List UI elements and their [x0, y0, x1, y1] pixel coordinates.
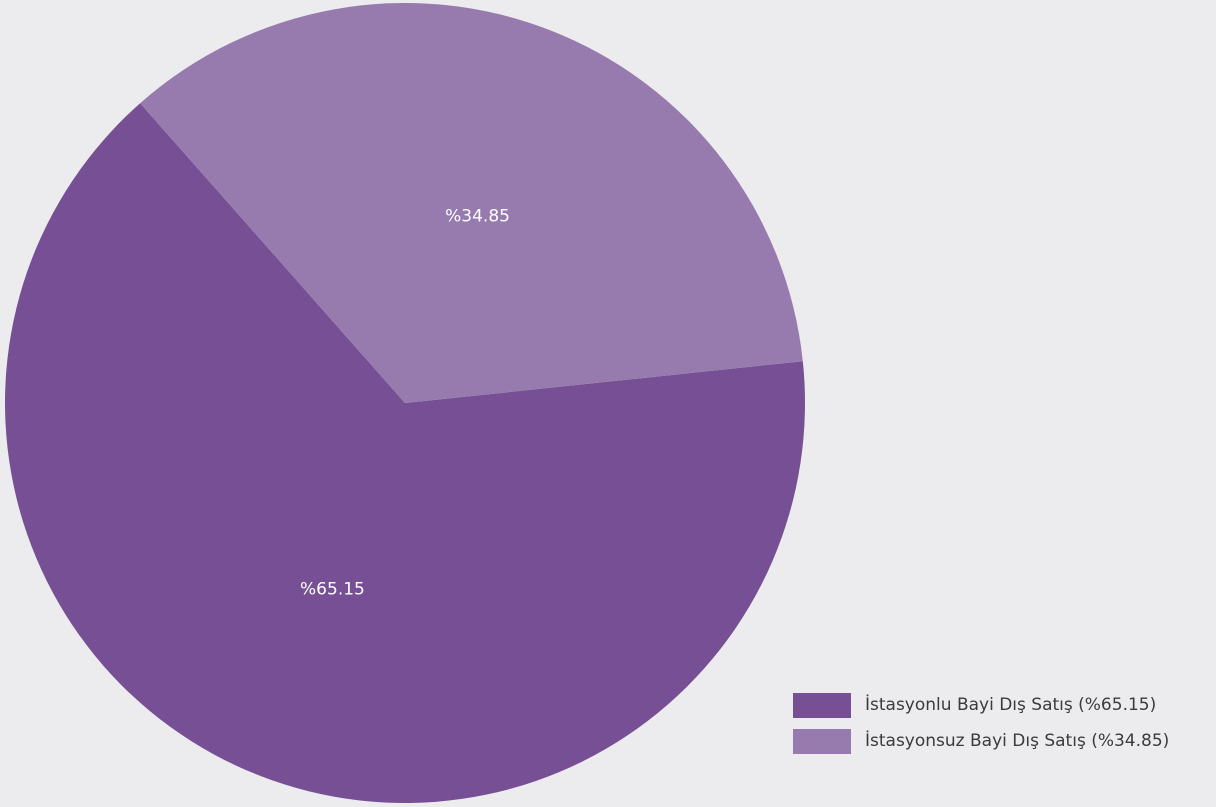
- pie-slice-istasyonsuz: [140, 2, 803, 403]
- legend-label-istasyonsuz: İstasyonsuz Bayi Dış Satış (%34.85): [865, 731, 1170, 751]
- pie-slice-istasyonlu: [4, 103, 806, 803]
- legend-item-istasyonlu: İstasyonlu Bayi Dış Satış (%65.15): [793, 690, 1169, 720]
- legend: İstasyonlu Bayi Dış Satış (%65.15) İstas…: [793, 690, 1169, 762]
- legend-swatch-istasyonsuz: [793, 728, 851, 754]
- legend-item-istasyonsuz: İstasyonsuz Bayi Dış Satış (%34.85): [793, 726, 1169, 756]
- legend-swatch-istasyonlu: [793, 692, 851, 718]
- legend-label-istasyonlu: İstasyonlu Bayi Dış Satış (%65.15): [865, 695, 1157, 715]
- slice-label-istasyonlu: %65.15: [300, 579, 365, 599]
- slice-label-istasyonsuz: %34.85: [445, 207, 510, 227]
